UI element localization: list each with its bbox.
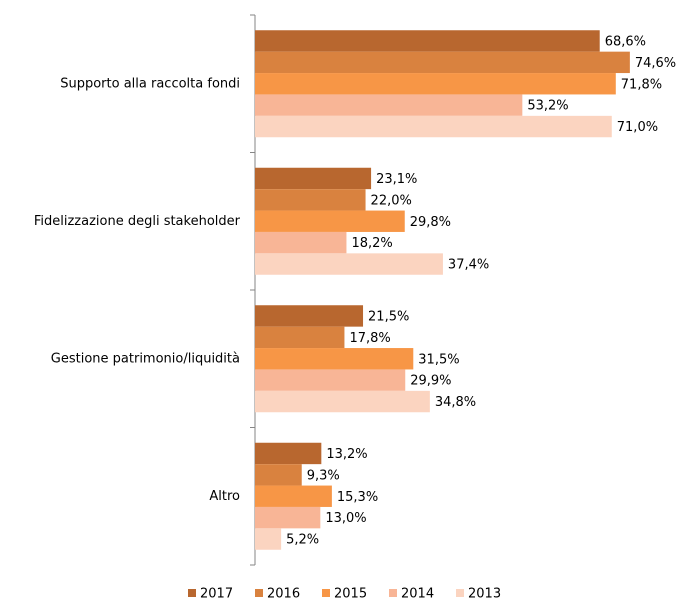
value-label: 13,2% <box>326 447 367 462</box>
legend-swatch <box>322 589 330 597</box>
value-label: 37,4% <box>448 258 489 273</box>
category-label: Altro <box>209 489 240 504</box>
legend-label: 2015 <box>334 587 367 602</box>
bar <box>255 390 430 413</box>
bar <box>255 528 282 550</box>
value-label: 71,0% <box>617 120 658 135</box>
value-label: 21,5% <box>368 309 409 324</box>
bar <box>255 305 364 327</box>
value-label: 22,0% <box>371 193 412 208</box>
value-label: 15,3% <box>337 490 378 505</box>
value-label: 17,8% <box>349 331 390 346</box>
bar <box>255 369 406 391</box>
value-label: 5,2% <box>286 533 319 548</box>
bar <box>255 348 414 370</box>
value-label: 34,8% <box>435 395 476 410</box>
bar <box>255 30 600 52</box>
bar <box>255 73 616 95</box>
value-label: 53,2% <box>527 99 568 114</box>
legend-label: 2014 <box>401 587 434 602</box>
category-label: Gestione patrimonio/liquidità <box>51 351 240 366</box>
bar <box>255 94 523 116</box>
value-label: 23,1% <box>376 172 417 187</box>
bar <box>255 210 405 232</box>
legend-swatch <box>188 589 196 597</box>
bar <box>255 442 322 465</box>
value-label: 29,8% <box>410 215 451 230</box>
legend-swatch <box>389 589 397 597</box>
bar <box>255 189 366 211</box>
bar <box>255 51 630 74</box>
bar <box>255 115 612 138</box>
category-label: Supporto alla raccolta fondi <box>60 76 240 91</box>
value-label: 68,6% <box>605 34 646 49</box>
category-label: Fidelizzazione degli stakeholder <box>34 214 241 229</box>
legend-swatch <box>255 589 263 597</box>
value-label: 13,0% <box>325 511 366 526</box>
legend-label: 2017 <box>200 587 233 602</box>
bar <box>255 464 302 486</box>
bar <box>255 326 345 349</box>
legend-label: 2013 <box>468 587 501 602</box>
value-label: 9,3% <box>307 468 340 483</box>
value-label: 29,9% <box>410 374 451 389</box>
legend-swatch <box>456 589 464 597</box>
legend-label: 2016 <box>267 587 300 602</box>
value-label: 31,5% <box>418 352 459 367</box>
bar <box>255 506 321 529</box>
value-label: 18,2% <box>351 236 392 251</box>
bar <box>255 485 332 507</box>
bar <box>255 253 443 275</box>
value-label: 71,8% <box>621 77 662 92</box>
bar <box>255 231 347 254</box>
bar <box>255 167 372 190</box>
value-label: 74,6% <box>635 56 676 71</box>
